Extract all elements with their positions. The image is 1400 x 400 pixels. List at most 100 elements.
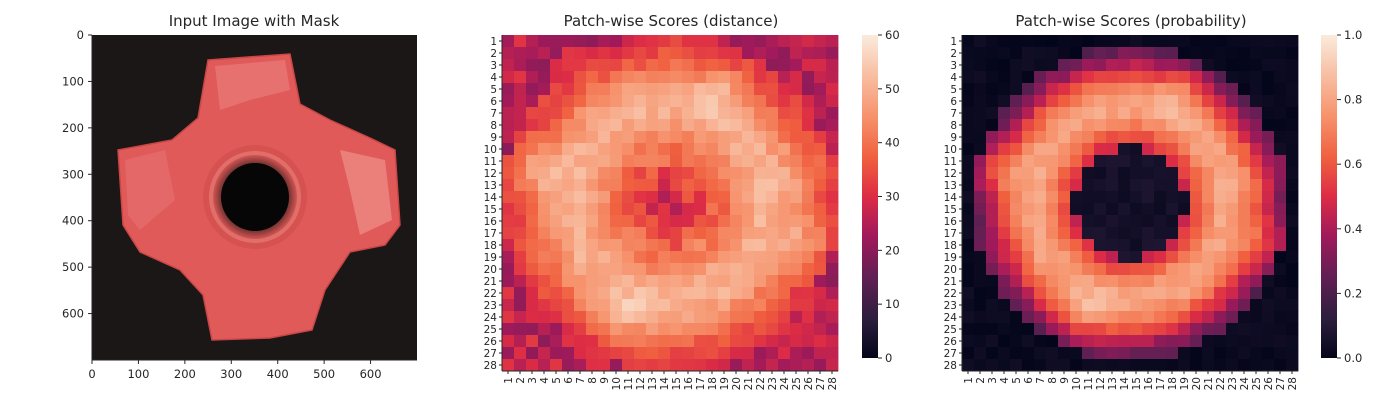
heatmap-cell <box>790 143 803 156</box>
heatmap-cell <box>1226 59 1239 72</box>
x-tick-label: 500 <box>313 367 335 381</box>
heatmap-cell <box>1262 35 1275 48</box>
heatmap-cell <box>986 239 999 252</box>
col-tick-label: 19 <box>719 377 731 390</box>
heatmap-cell <box>1214 215 1227 228</box>
heatmap-cell <box>1070 47 1083 60</box>
heatmap-cell <box>586 359 599 372</box>
heatmap-cell <box>1010 155 1023 168</box>
heatmap-cell <box>814 35 827 48</box>
heatmap-cell <box>1010 227 1023 240</box>
heatmap-cell <box>694 203 707 216</box>
heatmap-cell <box>730 143 743 156</box>
heatmap-cell <box>1190 299 1203 312</box>
heatmap-cell <box>742 335 755 348</box>
row-tick-label: 9 <box>950 132 957 144</box>
heatmap-cell <box>1046 203 1059 216</box>
heatmap-cell <box>1118 83 1131 96</box>
heatmap-cell <box>658 323 671 336</box>
heatmap-cell <box>1034 47 1047 60</box>
heatmap-cell <box>574 311 587 324</box>
heatmap-cell <box>1034 263 1047 276</box>
heatmap-cell <box>826 167 839 180</box>
heatmap-cell <box>1106 155 1119 168</box>
heatmap-cell <box>586 203 599 216</box>
heatmap-cell <box>634 179 647 192</box>
heatmap-cell <box>754 119 767 132</box>
heatmap-cell <box>790 287 803 300</box>
heatmap-cell <box>766 347 779 360</box>
heatmap-cell <box>1250 59 1263 72</box>
heatmap-cell <box>1274 143 1287 156</box>
row-tick-label: 5 <box>950 84 957 96</box>
heatmap-cell <box>986 155 999 168</box>
heatmap-cell <box>962 119 975 132</box>
heatmap-cell <box>962 35 975 48</box>
heatmap-cell <box>754 71 767 84</box>
heatmap-cell <box>586 155 599 168</box>
row-tick-label: 21 <box>944 276 957 288</box>
heatmap-cell <box>682 311 695 324</box>
y-tick-label: 400 <box>62 214 84 228</box>
heatmap-cell <box>730 119 743 132</box>
heatmap-cell <box>1250 287 1263 300</box>
heatmap-cell <box>646 191 659 204</box>
heatmap-cell <box>1238 191 1251 204</box>
heatmap-cell <box>802 263 815 276</box>
row-tick-label: 3 <box>950 60 957 72</box>
heatmap-cell <box>1034 335 1047 348</box>
heatmap-cell <box>718 311 731 324</box>
heatmap-cell <box>766 119 779 132</box>
heatmap-cell <box>718 155 731 168</box>
heatmap-cell <box>622 311 635 324</box>
heatmap-cell <box>706 71 719 84</box>
heatmap-cell <box>538 239 551 252</box>
heatmap-cell <box>610 107 623 120</box>
row-tick-label: 7 <box>490 108 497 120</box>
heatmap-cell <box>1070 359 1083 372</box>
heatmap-cell <box>1214 107 1227 120</box>
heatmap-cell <box>574 155 587 168</box>
heatmap-cell <box>682 59 695 72</box>
heatmap-cell <box>1238 239 1251 252</box>
heatmap-cell <box>706 155 719 168</box>
heatmap-cell <box>1022 335 1035 348</box>
heatmap-cell <box>622 287 635 300</box>
row-tick-label: 15 <box>944 204 957 216</box>
heatmap-cell <box>562 59 575 72</box>
heatmap-cell <box>1058 35 1071 48</box>
heatmap-cell <box>742 35 755 48</box>
heatmap-cell <box>1022 203 1035 216</box>
heatmap-cell <box>1190 287 1203 300</box>
heatmap-cell <box>802 239 815 252</box>
heatmap-cell <box>706 167 719 180</box>
heatmap-cell <box>1154 167 1167 180</box>
heatmap-cell <box>1058 251 1071 264</box>
x-tick-label: 300 <box>220 367 242 381</box>
heatmap-cell <box>974 191 987 204</box>
heatmap-cell <box>646 47 659 60</box>
heatmap-cell <box>598 311 611 324</box>
heatmap-cell <box>1238 167 1251 180</box>
heatmap-cell <box>1094 287 1107 300</box>
heatmap-cell <box>754 347 767 360</box>
heatmap-cell <box>586 119 599 132</box>
heatmap-cell <box>550 47 563 60</box>
heatmap-cell <box>1178 179 1191 192</box>
heatmap-cell <box>742 359 755 372</box>
heatmap-cell <box>1202 59 1215 72</box>
heatmap-cell <box>1142 59 1155 72</box>
x-tick-label: 100 <box>127 367 149 381</box>
heatmap-cell <box>1022 179 1035 192</box>
heatmap-cell <box>790 275 803 288</box>
heatmap-cell <box>1274 59 1287 72</box>
heatmap-cell <box>730 71 743 84</box>
heatmap-cell <box>598 275 611 288</box>
heatmap-cell <box>1190 179 1203 192</box>
heatmap-cell <box>1226 119 1239 132</box>
heatmap-cell <box>826 203 839 216</box>
heatmap-cell <box>586 131 599 144</box>
heatmap-cell <box>1226 335 1239 348</box>
heatmap-cell <box>1106 239 1119 252</box>
